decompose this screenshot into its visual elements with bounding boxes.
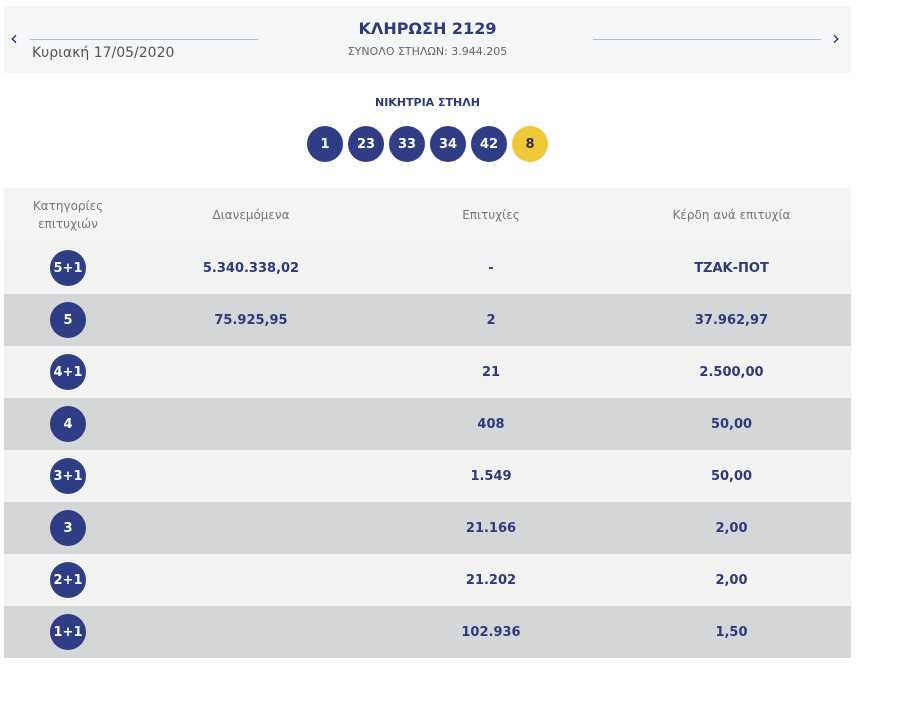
winners-cell: 102.936 xyxy=(461,624,521,640)
divider-left xyxy=(30,39,258,40)
category-cell: 3+1 xyxy=(4,458,132,494)
winners-cell: 21.202 xyxy=(465,572,517,588)
winners-cell: 408 xyxy=(477,416,505,432)
col-header-category: Κατηγορίες επιτυχιών xyxy=(32,199,104,231)
table-row: 5+1 5.340.338,02 - ΤΖΑΚ-ΠΟΤ xyxy=(4,242,851,294)
table-row: 2+1 21.202 2,00 xyxy=(4,554,851,606)
previous-draw-chevron-left-icon[interactable]: ‹ xyxy=(10,26,18,50)
category-cell: 1+1 xyxy=(4,614,132,650)
category-badge: 2+1 xyxy=(50,562,86,598)
draw-header: ‹ › ΚΛΗΡΩΣΗ 2129 ΣΥΝΟΛΟ ΣΤΗΛΩΝ: 3.944.20… xyxy=(4,6,851,73)
category-cell: 4+1 xyxy=(4,354,132,390)
prize-cell: 2,00 xyxy=(715,572,748,588)
category-cell: 5+1 xyxy=(4,250,132,286)
winning-label: ΝΙΚΗΤΡΙΑ ΣΤΗΛΗ xyxy=(375,96,480,109)
winners-cell: 1.549 xyxy=(470,468,512,484)
prize-cell: 1,50 xyxy=(715,624,748,640)
winners-cell: - xyxy=(488,260,494,276)
winners-cell: 21.166 xyxy=(465,520,517,536)
category-badge: 4+1 xyxy=(50,354,86,390)
draw-title: ΚΛΗΡΩΣΗ 2129 xyxy=(358,19,497,38)
table-row: 5 75.925,95 2 37.962,97 xyxy=(4,294,851,346)
category-badge: 1+1 xyxy=(50,614,86,650)
table-row: 3 21.166 2,00 xyxy=(4,502,851,554)
number-ball: 42 xyxy=(471,126,507,162)
col-header-prize: Κέρδη ανά επιτυχία xyxy=(672,208,791,222)
total-columns: ΣΥΝΟΛΟ ΣΤΗΛΩΝ: 3.944.205 xyxy=(347,45,508,58)
winning-numbers: 1 23 33 34 42 8 xyxy=(307,126,548,162)
number-ball: 33 xyxy=(389,126,425,162)
number-ball: 34 xyxy=(430,126,466,162)
category-badge: 4 xyxy=(50,406,86,442)
table-row: 1+1 102.936 1,50 xyxy=(4,606,851,658)
category-cell: 4 xyxy=(4,406,132,442)
category-cell: 2+1 xyxy=(4,562,132,598)
category-badge: 5 xyxy=(50,302,86,338)
table-row: 4+1 21 2.500,00 xyxy=(4,346,851,398)
prize-cell: 2.500,00 xyxy=(699,364,764,380)
prize-cell: 37.962,97 xyxy=(694,312,769,328)
category-badge: 3+1 xyxy=(50,458,86,494)
category-badge: 5+1 xyxy=(50,250,86,286)
col-header-winners: Επιτυχίες xyxy=(462,208,520,222)
number-ball: 23 xyxy=(348,126,384,162)
col-header-distributed: Διανεμόμενα xyxy=(212,208,290,222)
prize-cell: 50,00 xyxy=(710,468,753,484)
table-header: Κατηγορίες επιτυχιών Διανεμόμενα Επιτυχί… xyxy=(4,188,851,242)
number-ball: 1 xyxy=(307,126,343,162)
prize-cell: 2,00 xyxy=(715,520,748,536)
table-row: 3+1 1.549 50,00 xyxy=(4,450,851,502)
distributed-cell: 75.925,95 xyxy=(214,312,288,328)
distributed-cell: 5.340.338,02 xyxy=(202,260,300,276)
next-draw-chevron-right-icon[interactable]: › xyxy=(832,26,840,50)
category-badge: 3 xyxy=(50,510,86,546)
prize-cell: ΤΖΑΚ-ΠΟΤ xyxy=(694,260,769,276)
prize-table: Κατηγορίες επιτυχιών Διανεμόμενα Επιτυχί… xyxy=(4,188,851,658)
winners-cell: 21 xyxy=(481,364,501,380)
prize-cell: 50,00 xyxy=(710,416,753,432)
bonus-ball: 8 xyxy=(512,126,548,162)
table-row: 4 408 50,00 xyxy=(4,398,851,450)
divider-right xyxy=(593,39,821,40)
winners-cell: 2 xyxy=(486,312,496,328)
category-cell: 5 xyxy=(4,302,132,338)
draw-date: Κυριακή 17/05/2020 xyxy=(32,45,175,61)
category-cell: 3 xyxy=(4,510,132,546)
